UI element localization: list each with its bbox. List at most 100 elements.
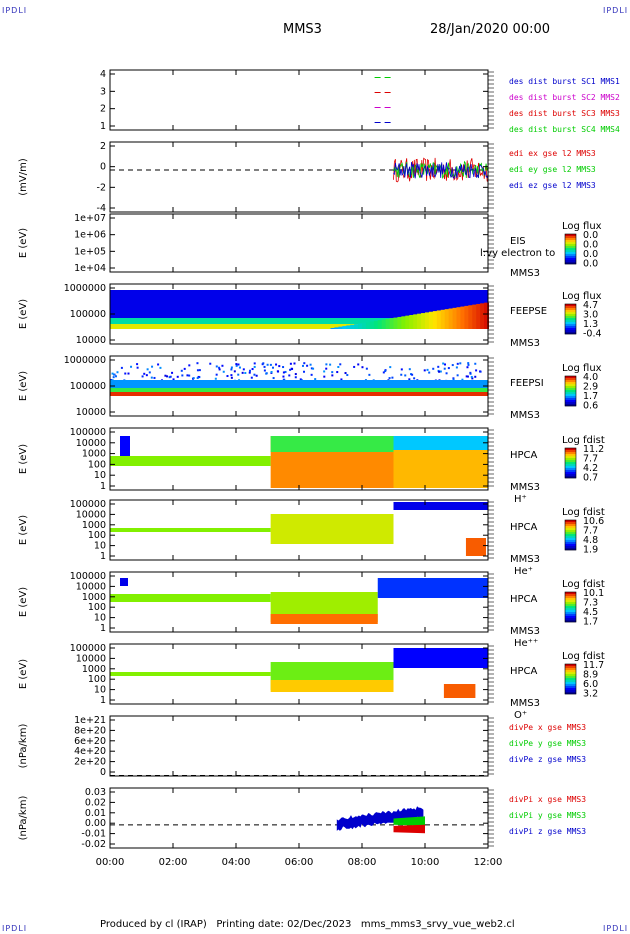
panel4-ytick-label: 10000	[76, 335, 106, 346]
panel5-dot	[248, 369, 251, 372]
panel8-spacecraft-label: MMS3	[510, 626, 540, 637]
panel5-dot	[357, 363, 360, 366]
panel10-legend-2: divPe z gse MMS3	[509, 755, 586, 764]
panel5-dot	[325, 363, 328, 366]
panel5-dot	[389, 366, 392, 369]
panel5-dot	[289, 362, 292, 365]
panel9-colorbar-tick: 3.2	[583, 689, 598, 700]
panel6-ylabel: E (eV)	[18, 444, 29, 474]
panel4-cell	[334, 327, 340, 329]
panel11-ytick-label: 0.00	[85, 818, 106, 829]
panel5-dot	[176, 375, 179, 378]
panel3-overlay-label: l:vy electron to	[480, 248, 555, 259]
panel6-colorbar-cell	[565, 472, 576, 475]
panel5-dot	[310, 367, 313, 370]
panel6-colorbar-cell	[565, 476, 576, 479]
panel6-colorbar-cell	[565, 452, 576, 455]
panel8-cell	[120, 578, 128, 586]
panel3-colorbar-tick: 0.0	[583, 259, 598, 270]
panel6-colorbar-tick: 7.7	[583, 454, 598, 465]
panel5-dot	[438, 370, 441, 373]
panel9-sw-low	[443, 684, 476, 698]
panel5-dot	[192, 377, 195, 380]
panel6-colorbar-cell	[565, 468, 576, 471]
panel11-frame	[109, 787, 489, 849]
panel11-trace-z	[336, 806, 424, 831]
panel5-dot	[475, 369, 478, 372]
panel8-band-ms	[110, 594, 271, 602]
panel7-colorbar-frame	[564, 519, 577, 551]
panel5-dot	[455, 366, 458, 369]
panel10-ytick-label: 6e+20	[74, 736, 106, 747]
panel5-dot	[443, 363, 446, 366]
panel5-dot	[253, 373, 256, 376]
panel5-dot	[339, 363, 342, 366]
panel5-dot	[404, 374, 407, 377]
panel4-cell	[425, 312, 430, 329]
panel5-dot	[439, 370, 442, 373]
panel3-colorbar-cell	[565, 254, 576, 257]
panel5-dot	[272, 377, 275, 380]
panel4-cell	[362, 322, 367, 329]
panel6-colorbar-frame	[564, 447, 577, 479]
panel4-colorbar-cell	[565, 306, 576, 309]
panel5-band-red	[110, 392, 488, 396]
panel5-colorbar-cell	[565, 404, 576, 407]
panel9-colorbar-cell	[565, 686, 576, 689]
panel5-colorbar-tick: 2.9	[583, 382, 598, 393]
panel11-group	[109, 787, 494, 849]
panel9-colorbar-cell	[565, 682, 576, 685]
panel8-colorbar-cell	[565, 596, 576, 599]
panel7-colorbar-cell	[565, 520, 576, 523]
panel7-colorbar-cell	[565, 524, 576, 527]
panel9-colorbar-cell	[565, 688, 576, 691]
panel4-instrument-label: FEEPSE	[510, 306, 547, 317]
panel6-species-label: H⁺	[514, 494, 527, 505]
panel5-dot	[437, 365, 440, 368]
panel5-dot	[164, 374, 167, 377]
panel4-cell	[373, 320, 379, 329]
panel3-colorbar-cell	[565, 238, 576, 241]
panel4-cell	[369, 321, 375, 329]
panel5-dot	[271, 366, 274, 369]
panel5-dot	[466, 366, 469, 369]
panel11-ytick-label: 0.03	[85, 787, 106, 798]
corner-label-bottom-right: IPDLI	[603, 924, 629, 933]
panel5-dot	[306, 364, 309, 367]
panel8-species-label: He⁺⁺	[514, 638, 538, 649]
panel5-ytick-label: 10000	[76, 407, 106, 418]
panel9-instrument-label: HPCA	[510, 666, 538, 677]
panel6-ytick-label: 10	[94, 470, 106, 481]
panel4-colorbar-tick: -0.4	[583, 329, 602, 340]
panel5-colorbar-cell	[565, 382, 576, 385]
panel9-colorbar-cell	[565, 668, 576, 671]
panel2-ytick-label: 2	[100, 141, 106, 152]
corner-label-top-right: IPDLI	[603, 6, 629, 15]
panel6-colorbar-cell	[565, 454, 576, 457]
panel7-colorbar-cell	[565, 542, 576, 545]
panel1-ytick-label: 3	[100, 86, 106, 97]
panel4-cell	[397, 316, 403, 329]
panel4-cell	[480, 303, 486, 329]
panel7-ytick-label: 10000	[76, 509, 106, 520]
panel1-ytick-label: 4	[100, 69, 106, 80]
panel9-colorbar-tick: 8.9	[583, 670, 598, 681]
panel9-colorbar-cell	[565, 670, 576, 673]
panel5-dot	[329, 363, 332, 366]
panel6-ytick-label: 100	[88, 459, 106, 470]
panel4-colorbar-cell	[565, 318, 576, 321]
panel8-colorbar-tick: 1.7	[583, 617, 598, 628]
panel6-colorbar-tick: 4.2	[583, 463, 598, 474]
xaxis-tick-label: 08:00	[348, 857, 377, 868]
panel5-dot	[127, 372, 130, 375]
panel4-colorbar-cell	[565, 314, 576, 317]
panel4-colorbar-tick: 3.0	[583, 310, 598, 321]
panel2-legend-1: edi ey gse l2 MMS3	[509, 165, 596, 174]
panel5-colorbar-tick: 1.7	[583, 391, 598, 402]
page-title-mission: MMS3	[283, 22, 322, 37]
panel5-dot	[470, 375, 473, 378]
panel6-ytick-label: 100000	[70, 427, 106, 438]
panel5-dot	[445, 372, 448, 375]
panel5-dot	[197, 375, 200, 378]
panel7-instrument-label: HPCA	[510, 522, 538, 533]
